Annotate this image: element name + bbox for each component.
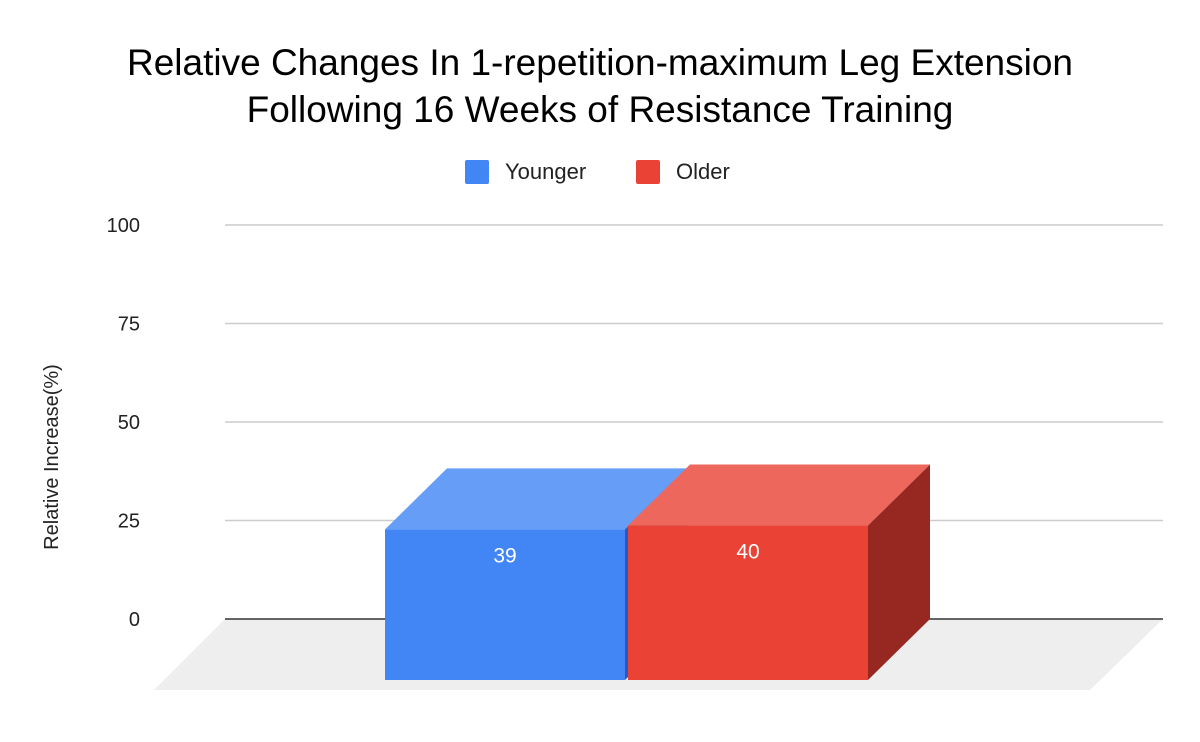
bars: 39 40 (385, 464, 930, 680)
bar-front-face (385, 529, 625, 680)
y-axis-label: Relative Increase(%) (41, 364, 63, 550)
bar-side-face (868, 464, 930, 680)
legend-label-younger: Younger (505, 159, 586, 184)
bar-older: 40 (628, 464, 930, 680)
bar-front-face (628, 525, 868, 680)
data-label: 40 (736, 541, 759, 564)
y-tick-label: 25 (118, 511, 140, 533)
y-tick-label: 0 (129, 609, 140, 631)
bar-top-face (385, 468, 687, 530)
legend-label-older: Older (676, 159, 730, 184)
y-tick-label: 100 (107, 215, 140, 237)
chart-title-line-1: Relative Changes In 1-repetition-maximum… (127, 42, 1073, 83)
legend-swatch-older (636, 160, 660, 184)
chart-title-line-2: Following 16 Weeks of Resistance Trainin… (247, 89, 954, 130)
bar-top-face (628, 464, 930, 526)
y-axis-ticks: 0 25 50 75 100 (107, 215, 140, 631)
y-tick-label: 75 (118, 314, 140, 336)
chart-title: Relative Changes In 1-repetition-maximum… (127, 42, 1073, 130)
legend-swatch-younger (465, 160, 489, 184)
data-label: 39 (493, 544, 516, 567)
legend: Younger Older (465, 159, 730, 184)
y-tick-label: 50 (118, 412, 140, 434)
